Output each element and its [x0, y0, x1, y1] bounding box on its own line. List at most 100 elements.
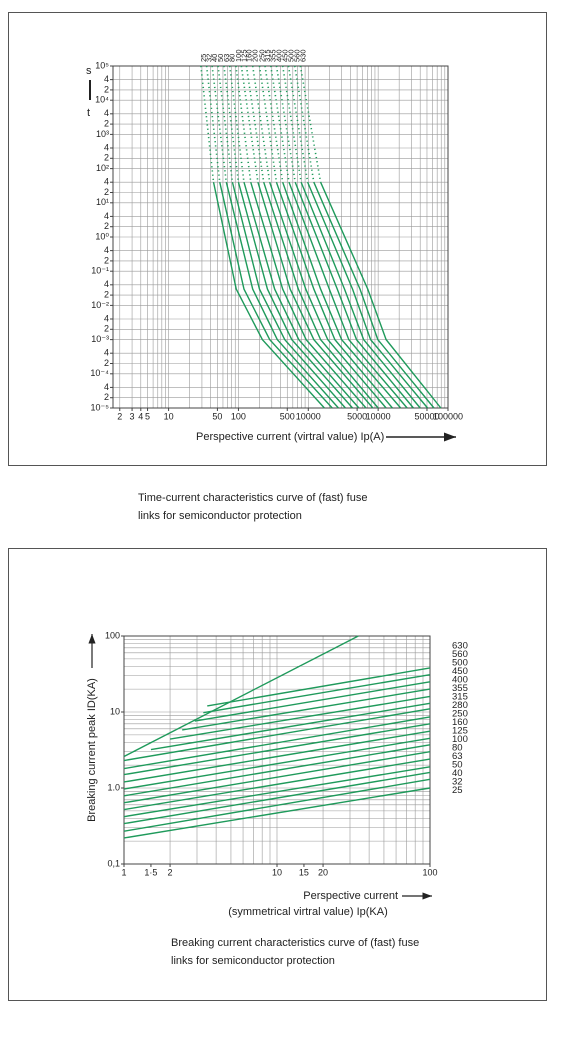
- series-label: 315: [452, 692, 468, 703]
- y-tick-label: 4: [104, 348, 109, 358]
- x-tick-label: 1·5: [144, 867, 157, 877]
- line: [288, 181, 408, 409]
- line: [225, 182, 339, 409]
- series-label: 250: [257, 49, 266, 62]
- series-label: 280: [452, 700, 468, 711]
- x-tick-label: 2: [117, 411, 122, 421]
- line: [123, 716, 431, 770]
- x-tick-label: 10: [272, 867, 282, 877]
- line-dotted: [281, 65, 302, 183]
- series-label: 560: [293, 49, 302, 62]
- series-label: 315: [263, 49, 272, 62]
- line: [123, 778, 431, 832]
- x-tick-label: 10000: [366, 411, 391, 421]
- line-dotted: [223, 65, 240, 183]
- y-tick-label: 4: [104, 382, 109, 392]
- y-tick-label: 2: [104, 221, 109, 231]
- y-tick-label: 2: [104, 84, 109, 94]
- y-tick-label: 2: [104, 153, 109, 163]
- series-label: 560: [452, 649, 468, 660]
- y-tick-label: 10⁻²: [91, 300, 109, 310]
- x-tick-label: 15: [299, 867, 309, 877]
- series-label: 160: [452, 717, 468, 728]
- series-label: 32: [205, 54, 214, 62]
- x-tick-label: 2: [168, 867, 173, 877]
- y-tick-label: 2: [104, 358, 109, 368]
- y-tick-label: 10⁻³: [91, 334, 109, 344]
- line: [169, 695, 431, 740]
- line: [269, 181, 387, 409]
- line: [219, 182, 333, 409]
- line: [212, 182, 325, 409]
- x-tick-label: 10: [164, 411, 174, 421]
- line: [123, 751, 431, 804]
- x-tick-label: 1: [121, 867, 126, 877]
- line: [123, 766, 431, 818]
- y-tick-label: 10⁻⁴: [90, 368, 109, 378]
- line: [123, 787, 431, 839]
- series-label: 200: [251, 49, 260, 62]
- y-tick-label: 100: [105, 630, 120, 640]
- series-label: 80: [452, 743, 463, 754]
- line: [319, 181, 442, 409]
- line: [257, 182, 374, 409]
- y-tick-label: 4: [104, 142, 109, 152]
- x-tick-label: 100000: [433, 411, 463, 421]
- line-dotted: [299, 65, 322, 183]
- y-tick-label: 2: [104, 324, 109, 334]
- line: [123, 730, 431, 783]
- series-label: 50: [452, 760, 463, 771]
- series-label: 500: [452, 658, 468, 669]
- series-label: 40: [452, 768, 463, 779]
- series-label: 40: [210, 54, 219, 62]
- y-tick-label: 2: [104, 255, 109, 265]
- line-dotted: [205, 65, 221, 183]
- series-label: 25: [452, 785, 463, 796]
- y-tick-label: 1.0: [107, 782, 120, 792]
- x-axis-label: Perspective current: [303, 890, 398, 902]
- line: [313, 181, 435, 409]
- series-label: 125: [452, 726, 468, 737]
- y-tick-label: 4: [104, 74, 109, 84]
- y-tick-label: 4: [104, 177, 109, 187]
- line-dotted: [287, 65, 309, 183]
- y-tick-label: 2: [104, 289, 109, 299]
- y-tick-label: 2: [104, 187, 109, 197]
- y-tick-label: 10²: [96, 163, 109, 173]
- series-label: 125: [239, 49, 248, 62]
- x-tick-label: 50: [212, 411, 222, 421]
- y-tick-label: 4: [104, 211, 109, 221]
- line: [123, 758, 431, 811]
- line: [300, 181, 421, 409]
- series-label: 25: [199, 54, 208, 62]
- x-tick-label: 4: [138, 411, 143, 421]
- line: [207, 667, 431, 707]
- y-tick-label: 4: [104, 245, 109, 255]
- series-label: 80: [228, 54, 237, 62]
- series-label: 450: [281, 49, 290, 62]
- y-tick-label: 2: [104, 392, 109, 402]
- x-tick-label: 100: [422, 867, 437, 877]
- y-tick-label: 10⁴: [95, 95, 109, 105]
- line: [237, 182, 354, 409]
- y-tick-label: 4: [104, 108, 109, 118]
- caption: links for semiconductor protection: [171, 955, 335, 967]
- line: [263, 181, 379, 409]
- caption: Breaking current characteristics curve o…: [171, 937, 419, 949]
- y-tick-label: 10³: [96, 129, 109, 139]
- y-tick-label: 2: [104, 118, 109, 128]
- x-axis-label: Perspective current (virtral value) Ip(A…: [196, 431, 384, 443]
- series-label: 250: [452, 709, 468, 720]
- line: [123, 708, 431, 762]
- panel-frame: [8, 12, 547, 466]
- y-tick-label: 10¹: [96, 197, 109, 207]
- line: [123, 635, 359, 758]
- series-label: 100: [234, 49, 243, 62]
- line-dotted: [217, 65, 234, 183]
- x-tick-label: 5: [145, 411, 150, 421]
- y-axis-label: Breaking current peak ID(KA): [86, 678, 98, 822]
- series-label: 400: [452, 675, 468, 686]
- line: [307, 181, 429, 409]
- line: [182, 688, 431, 731]
